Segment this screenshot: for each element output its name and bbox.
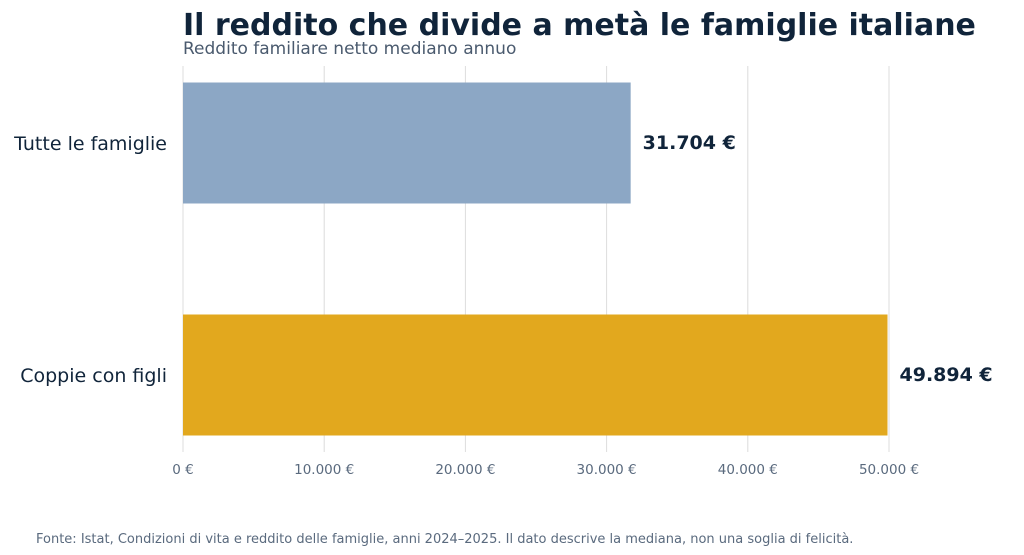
category-labels: Tutte le famiglie Coppie con figli [13, 133, 167, 387]
value-label: 49.894 € [900, 364, 993, 386]
value-label: 31.704 € [643, 132, 736, 154]
chart-subtitle: Reddito familiare netto mediano annuo [183, 39, 516, 59]
x-tick-label: 50.000 € [859, 462, 919, 478]
bar [183, 82, 631, 204]
x-tick-label: 0 € [172, 462, 193, 478]
chart-title: Il reddito che divide a metà le famiglie… [183, 8, 976, 43]
source-note: Fonte: Istat, Condizioni di vita e reddi… [36, 532, 853, 547]
x-tick-labels: 0 € 10.000 € 20.000 € 30.000 € 40.000 € 50.00… [172, 462, 919, 478]
value-labels: 31.704 € 49.894 € [643, 132, 993, 386]
x-tick-label: 40.000 € [718, 462, 778, 478]
x-tick-label: 10.000 € [294, 462, 354, 478]
x-tick-label: 20.000 € [435, 462, 495, 478]
category-label: Tutte le famiglie [13, 133, 167, 155]
bar [183, 314, 888, 436]
x-tick-label: 30.000 € [577, 462, 637, 478]
category-label: Coppie con figli [20, 365, 167, 387]
bars [183, 82, 888, 436]
